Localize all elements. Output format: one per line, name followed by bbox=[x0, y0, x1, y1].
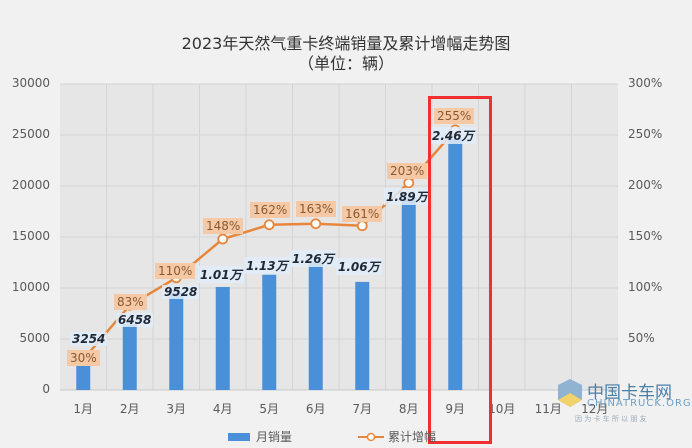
x-tick: 6月 bbox=[305, 402, 326, 416]
y-tick-left: 15000 bbox=[11, 229, 50, 243]
y-tick-left: 25000 bbox=[11, 127, 50, 141]
x-tick: 4月 bbox=[212, 402, 233, 416]
line-marker-icon bbox=[358, 432, 384, 441]
x-tick: 12月 bbox=[581, 402, 609, 416]
y-tick-left: 0 bbox=[42, 382, 50, 396]
legend-line-label: 累计增幅 bbox=[388, 430, 437, 444]
legend-item-bar: 月销量 bbox=[228, 428, 292, 445]
legend-bar-label: 月销量 bbox=[256, 430, 293, 444]
x-tick: 9月 bbox=[445, 402, 466, 416]
growth-pct-label: 203% bbox=[387, 163, 428, 179]
x-tick: 8月 bbox=[398, 402, 419, 416]
growth-pct-label: 161% bbox=[342, 206, 383, 222]
growth-pct-label: 148% bbox=[203, 218, 244, 234]
chart-title: 2023年天然气重卡终端销量及累计增幅走势图 bbox=[181, 34, 511, 53]
growth-pct-label: 30% bbox=[67, 350, 100, 366]
bar-value-label: 2.46万 bbox=[430, 127, 476, 144]
chinatruck-logo-icon bbox=[558, 379, 582, 407]
growth-pct-label: 83% bbox=[114, 294, 147, 310]
bar-value-label: 6458 bbox=[116, 313, 154, 327]
watermark-slogan: 因 为 卡 车 所 以 朋 友 bbox=[575, 415, 647, 423]
bar-value-label: 9528 bbox=[162, 285, 200, 299]
y-tick-right: 50% bbox=[628, 331, 655, 345]
bar bbox=[169, 292, 184, 390]
line-marker bbox=[310, 218, 322, 230]
x-tick: 2月 bbox=[119, 402, 140, 416]
bar bbox=[355, 281, 370, 390]
bar-value-label: 1.26万 bbox=[290, 250, 336, 267]
y-tick-left: 30000 bbox=[11, 76, 50, 90]
x-tick: 11月 bbox=[534, 402, 562, 416]
bar bbox=[215, 286, 230, 390]
y-tick-left: 20000 bbox=[11, 178, 50, 192]
x-tick: 7月 bbox=[352, 402, 373, 416]
bar bbox=[122, 324, 137, 390]
line-marker bbox=[356, 220, 368, 232]
growth-pct-label: 163% bbox=[296, 201, 337, 217]
watermark: 中国卡车网 CHINATRUCK.ORG 因 为 卡 车 所 以 朋 友 bbox=[555, 378, 691, 424]
x-tick: 10月 bbox=[488, 402, 516, 416]
bar bbox=[401, 197, 416, 390]
bar bbox=[308, 261, 323, 390]
line-marker bbox=[217, 233, 229, 245]
y-tick-left: 10000 bbox=[11, 280, 50, 294]
chart-subtitle: （单位：辆） bbox=[297, 54, 394, 73]
bar-value-label: 3254 bbox=[70, 332, 108, 346]
growth-pct-label: 110% bbox=[155, 263, 196, 279]
line-marker bbox=[263, 219, 275, 231]
bar-value-label: 1.01万 bbox=[198, 266, 244, 283]
highlight-box-september bbox=[428, 96, 492, 444]
bar-value-label: 1.13万 bbox=[244, 257, 290, 274]
bar bbox=[262, 274, 277, 390]
watermark-cn: 中国卡车网 bbox=[587, 383, 672, 403]
bar-value-label: 1.89万 bbox=[384, 188, 430, 205]
y-tick-right: 300% bbox=[628, 76, 663, 90]
y-tick-left: 5000 bbox=[19, 331, 50, 345]
bar-value-label: 1.06万 bbox=[336, 258, 382, 275]
bar bbox=[448, 139, 463, 390]
bar-swatch-icon bbox=[228, 432, 250, 441]
x-tick: 3月 bbox=[166, 402, 187, 416]
y-tick-right: 150% bbox=[628, 229, 663, 243]
watermark-en: CHINATRUCK.ORG bbox=[587, 398, 692, 409]
y-tick-right: 250% bbox=[628, 127, 663, 141]
y-tick-right: 200% bbox=[628, 178, 663, 192]
y-tick-right: 100% bbox=[628, 280, 663, 294]
line-marker bbox=[403, 177, 415, 189]
x-tick: 5月 bbox=[259, 402, 280, 416]
legend-item-line: 累计增幅 bbox=[358, 428, 436, 445]
x-tick: 1月 bbox=[73, 402, 94, 416]
growth-pct-label: 162% bbox=[250, 202, 291, 218]
growth-pct-label: 255% bbox=[434, 108, 475, 124]
